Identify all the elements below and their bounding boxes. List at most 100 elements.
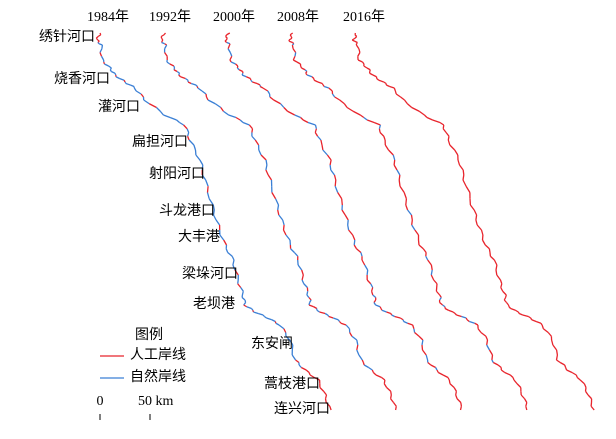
artificial-coast: [501, 284, 502, 288]
natural-coast: [116, 77, 120, 79]
artificial-coast: [344, 104, 347, 108]
artificial-coast: [335, 175, 336, 180]
artificial-coast: [431, 265, 432, 270]
natural-coast: [157, 108, 161, 112]
artificial-coast: [322, 84, 323, 86]
artificial-coast: [457, 399, 461, 403]
natural-coast: [379, 125, 380, 129]
artificial-coast: [394, 165, 397, 170]
artificial-coast: [461, 406, 462, 410]
artificial-coast: [352, 40, 355, 41]
artificial-coast: [584, 384, 586, 388]
artificial-coast: [399, 180, 400, 186]
natural-coast: [200, 160, 203, 165]
artificial-coast: [357, 249, 361, 253]
artificial-coast: [274, 100, 281, 104]
artificial-coast: [239, 70, 243, 72]
artificial-coast: [496, 265, 497, 270]
natural-coast: [208, 193, 210, 199]
legend-item: 人工岸线: [130, 347, 186, 363]
natural-coast: [348, 225, 349, 230]
artificial-coast: [419, 245, 423, 249]
natural-coast: [162, 43, 165, 44]
artificial-coast: [504, 300, 506, 303]
artificial-coast: [224, 240, 227, 245]
artificial-coast: [353, 235, 355, 240]
scale-label: 50 km: [138, 394, 174, 409]
artificial-coast: [531, 318, 532, 320]
artificial-coast: [501, 280, 502, 284]
natural-coast: [462, 317, 467, 319]
artificial-coast: [423, 249, 426, 253]
artificial-coast: [350, 333, 352, 337]
artificial-coast: [302, 68, 306, 70]
natural-coast: [295, 115, 301, 118]
natural-coast: [397, 170, 400, 175]
natural-coast: [227, 43, 230, 44]
artificial-coast: [443, 125, 444, 129]
natural-coast: [100, 49, 102, 53]
natural-coast: [242, 75, 246, 77]
artificial-coast: [355, 35, 357, 37]
artificial-coast: [431, 365, 436, 368]
artificial-coast: [284, 225, 285, 230]
artificial-coast: [419, 111, 424, 115]
artificial-coast: [249, 125, 252, 129]
artificial-coast: [553, 345, 557, 350]
artificial-coast: [406, 205, 408, 210]
artificial-coast: [321, 140, 322, 145]
artificial-coast: [356, 45, 359, 49]
artificial-coast: [536, 322, 541, 324]
natural-coast: [492, 360, 493, 363]
artificial-coast: [482, 230, 483, 235]
natural-coast: [392, 315, 395, 317]
artificial-coast: [463, 175, 464, 180]
place-label: 斗龙港口: [159, 203, 215, 219]
natural-coast: [364, 118, 367, 121]
natural-coast: [177, 72, 180, 74]
natural-coast: [177, 120, 180, 123]
artificial-coast: [380, 307, 381, 309]
natural-coast: [196, 155, 200, 160]
artificial-coast: [476, 215, 477, 220]
artificial-coast: [297, 62, 301, 64]
artificial-coast: [510, 375, 513, 378]
artificial-coast: [124, 80, 125, 82]
artificial-coast: [591, 406, 594, 410]
natural-coast: [352, 336, 357, 340]
natural-coast: [414, 329, 415, 333]
artificial-coast: [478, 329, 481, 333]
artificial-coast: [455, 150, 458, 155]
artificial-coast: [374, 123, 380, 126]
year-label: 2000年: [213, 9, 255, 25]
natural-coast: [487, 345, 490, 350]
artificial-coast: [340, 100, 345, 104]
artificial-coast: [335, 180, 336, 186]
artificial-coast: [526, 403, 527, 407]
artificial-coast: [345, 215, 348, 220]
artificial-coast: [289, 41, 292, 42]
natural-coast: [333, 318, 338, 320]
natural-coast: [251, 80, 252, 82]
artificial-coast: [221, 108, 224, 112]
artificial-coast: [501, 370, 504, 373]
natural-coast: [191, 84, 196, 86]
artificial-coast: [338, 193, 342, 199]
natural-coast: [253, 312, 258, 314]
legend-title: 图例: [135, 327, 163, 343]
artificial-coast: [470, 205, 474, 210]
natural-coast: [215, 104, 221, 108]
natural-coast: [331, 170, 335, 175]
artificial-coast: [572, 373, 576, 376]
artificial-coast: [357, 43, 358, 44]
artificial-coast: [401, 97, 405, 100]
natural-coast: [243, 123, 249, 126]
artificial-coast: [521, 395, 524, 399]
artificial-coast: [227, 33, 230, 35]
artificial-coast: [405, 100, 408, 104]
artificial-coast: [458, 160, 460, 165]
artificial-coast: [309, 373, 310, 376]
artificial-coast: [586, 391, 589, 395]
artificial-coast: [419, 240, 420, 245]
